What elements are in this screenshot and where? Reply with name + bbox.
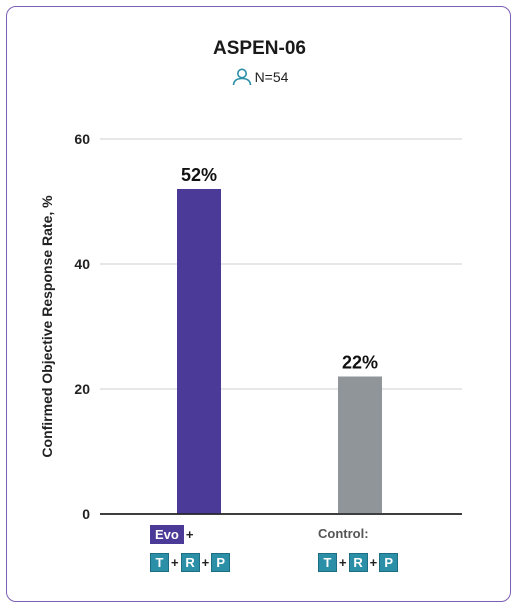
drug-regimen: T + R + P bbox=[318, 553, 399, 572]
data-label: 22% bbox=[342, 353, 378, 373]
y-axis-label: Confirmed Objective Response Rate, % bbox=[39, 195, 55, 458]
evo-chip: Evo bbox=[150, 525, 184, 544]
bar bbox=[177, 189, 221, 514]
y-tick-label: 0 bbox=[82, 506, 90, 522]
data-label: 52% bbox=[181, 165, 217, 185]
plus-sign: + bbox=[171, 555, 179, 570]
plus-sign: + bbox=[185, 527, 194, 542]
person-outline-icon bbox=[232, 68, 251, 86]
x-category-label: Control: T + R + P bbox=[318, 525, 399, 572]
drug-chip: P bbox=[211, 553, 231, 572]
drug-chip: R bbox=[348, 553, 368, 572]
drug-chip: P bbox=[379, 553, 399, 572]
y-tick-label: 60 bbox=[74, 131, 90, 147]
control-label: Control: bbox=[318, 526, 369, 541]
x-category-line1: Evo + bbox=[150, 525, 230, 547]
chart-card bbox=[6, 6, 511, 602]
sample-size: N=54 bbox=[0, 68, 519, 86]
chart-title: ASPEN-06 bbox=[213, 38, 306, 59]
plus-sign: + bbox=[369, 555, 378, 570]
y-tick-label: 40 bbox=[74, 256, 90, 272]
plus-sign: + bbox=[339, 555, 347, 570]
x-category-label: Evo + T + R + P bbox=[150, 525, 231, 572]
drug-chip: R bbox=[180, 553, 200, 572]
drug-chip: T bbox=[318, 553, 337, 572]
bar bbox=[338, 376, 382, 514]
sample-size-label: N=54 bbox=[254, 69, 289, 85]
y-tick-label: 20 bbox=[74, 381, 90, 397]
plus-sign: + bbox=[201, 555, 210, 570]
x-category-line1: Control: bbox=[318, 525, 398, 547]
drug-chip: T bbox=[150, 553, 169, 572]
drug-regimen: T + R + P bbox=[150, 553, 231, 572]
